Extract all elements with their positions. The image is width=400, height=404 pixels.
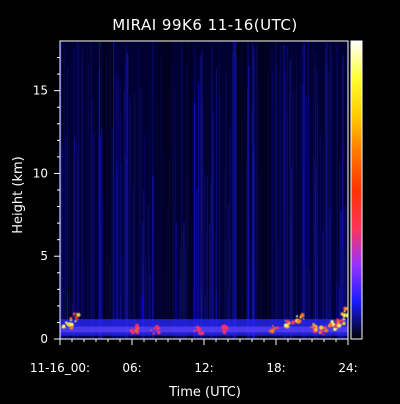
echo-cell [197, 327, 201, 331]
echo-cell [283, 323, 288, 328]
echo-cell [342, 313, 347, 318]
echo-cell [135, 325, 139, 330]
echo-cell [345, 307, 348, 310]
echo-cell [131, 330, 135, 335]
echo-cell [336, 327, 339, 330]
echo-gap [184, 41, 192, 339]
echo-cell [200, 331, 205, 336]
echo-cell [324, 328, 328, 333]
echo-cell [272, 324, 274, 327]
echo-cell [153, 327, 156, 331]
echo-cell [314, 327, 318, 332]
echo-cell [290, 320, 296, 325]
y-axis-label: Height (km) [11, 156, 26, 233]
echo-cell [149, 329, 153, 332]
echo-cell [343, 306, 348, 311]
echo-cell [73, 312, 76, 315]
echo-gap [158, 41, 173, 339]
echo-gap [258, 41, 270, 339]
echo-cell [335, 320, 337, 322]
y-tick-label: 5 [40, 249, 48, 263]
x-tick-label: 18: [266, 361, 285, 375]
echo-cell [61, 325, 66, 329]
echo-cell [322, 333, 325, 336]
echo-cell [222, 330, 227, 335]
echo-cell [337, 323, 342, 328]
echo-cell [297, 319, 302, 324]
y-tick-label: 15 [33, 84, 48, 98]
echo-cell [193, 329, 196, 333]
echo-cell [302, 318, 305, 320]
x-tick-label: 24: [338, 361, 357, 375]
x-axis: 11-16_00: 06: 12: 18: 24: [30, 339, 358, 375]
echo-cell [286, 320, 289, 324]
echo-cell [152, 332, 155, 335]
echo-cell [222, 328, 225, 332]
echo-cell [223, 324, 228, 330]
echo-cell [75, 313, 78, 315]
x-tick-label: 11-16_00: [30, 361, 90, 375]
echo-cell [328, 322, 333, 327]
echo-cell [273, 327, 276, 330]
echo-cell [155, 324, 159, 329]
echo-cell [345, 313, 348, 318]
echo-gap [102, 41, 113, 339]
y-tick-label: 10 [33, 166, 48, 180]
echo-cell [339, 319, 344, 323]
y-axis: 0 5 10 15 [33, 57, 60, 346]
x-tick-label: 06: [122, 361, 141, 375]
echo-cell [312, 323, 315, 326]
echo-cell [74, 320, 77, 323]
x-tick-label: 12: [194, 361, 213, 375]
echo-cell [67, 323, 71, 326]
echo-cell [336, 318, 339, 321]
echo-cell [132, 328, 135, 330]
echo-cell [296, 315, 299, 318]
echo-cell [300, 313, 305, 318]
y-tick-label: 0 [40, 332, 48, 346]
echo-cell [319, 332, 322, 334]
echo-cell [285, 320, 287, 322]
colorbar [350, 40, 363, 340]
echo-gap [236, 41, 248, 339]
echo-cell [271, 330, 275, 334]
x-axis-label: Time (UTC) [168, 385, 241, 400]
echo-cell [342, 321, 346, 326]
echo-cell [276, 326, 279, 330]
echo-cell [343, 310, 346, 313]
echo-cell [342, 317, 346, 321]
echo-band-core [60, 326, 348, 333]
low-level-echoes [60, 306, 348, 336]
echo-cell [333, 327, 337, 331]
echo-cell [156, 330, 161, 335]
echo-cell [69, 325, 74, 330]
echo-cell [69, 317, 73, 320]
echo-cell [319, 325, 324, 330]
echo-cell [65, 321, 68, 324]
echo-cell [134, 328, 138, 332]
echo-cell [309, 326, 312, 328]
echo-cell [324, 325, 327, 329]
echo-cell [75, 317, 79, 321]
chart-title: MIRAI 99K6 11-16(UTC) [112, 16, 297, 34]
